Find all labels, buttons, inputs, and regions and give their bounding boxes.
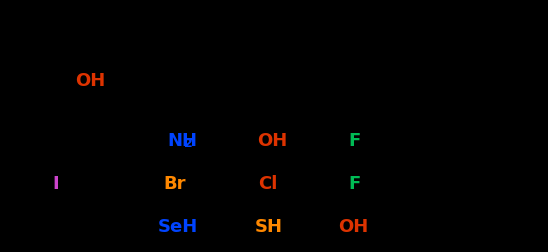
Text: 2: 2	[184, 137, 193, 150]
Text: SH: SH	[255, 218, 283, 236]
Text: Cl: Cl	[258, 175, 277, 193]
Text: NH: NH	[167, 132, 197, 150]
Text: Br: Br	[163, 175, 186, 193]
Text: OH: OH	[257, 132, 287, 150]
Text: OH: OH	[75, 72, 105, 90]
Text: I: I	[52, 175, 59, 193]
Text: F: F	[348, 132, 360, 150]
Text: SeH: SeH	[158, 218, 198, 236]
Text: F: F	[348, 175, 360, 193]
Text: OH: OH	[338, 218, 368, 236]
